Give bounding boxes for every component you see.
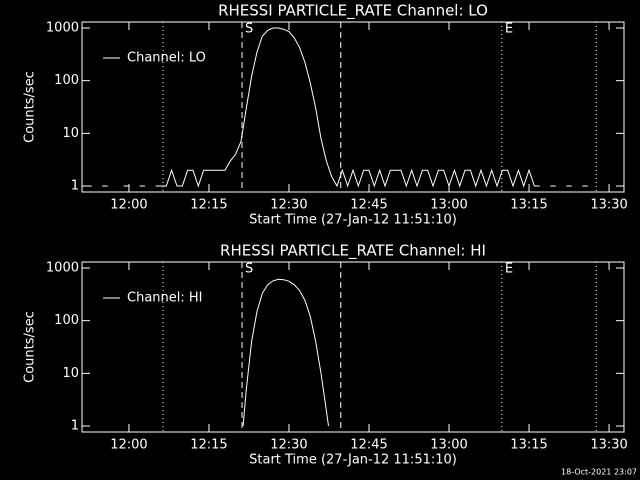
x-axis-label: Start Time (27-Jan-12 11:51:10) — [249, 213, 457, 228]
event-label: S — [245, 262, 253, 277]
x-tick-label: 13:00 — [430, 438, 467, 453]
event-label: E — [505, 262, 513, 277]
series-line — [86, 27, 588, 188]
x-tick-label: 12:45 — [350, 198, 387, 213]
timestamp: 18-Oct-2021 23:07 — [561, 468, 637, 477]
x-tick-label: 12:30 — [270, 198, 307, 213]
x-tick-label: 13:15 — [510, 438, 547, 453]
plot-frame — [81, 21, 625, 193]
x-tick-label: 12:30 — [270, 438, 307, 453]
x-tick-label: 12:15 — [190, 438, 227, 453]
x-tick-label: 13:30 — [590, 438, 627, 453]
x-tick-label: 13:00 — [430, 198, 467, 213]
x-tick-label: 13:15 — [510, 198, 547, 213]
x-tick-label: 12:00 — [110, 198, 147, 213]
y-tick-label: 1000 — [46, 261, 79, 276]
chart-title: RHESSI PARTICLE_RATE Channel: HI — [220, 242, 486, 261]
series-line — [242, 278, 329, 427]
y-tick-label: 1 — [71, 419, 79, 434]
y-tick-label: 100 — [54, 73, 79, 88]
y-tick-label: 1000 — [46, 21, 79, 36]
event-label: E — [505, 22, 513, 37]
y-tick-label: 100 — [54, 313, 79, 328]
legend-label: Channel: HI — [127, 291, 203, 306]
y-axis-label: Counts/sec — [23, 311, 38, 383]
y-axis-label: Counts/sec — [23, 71, 38, 143]
legend-label: Channel: LO — [127, 51, 206, 66]
x-tick-label: 12:45 — [350, 438, 387, 453]
y-tick-label: 10 — [62, 366, 79, 381]
plot-frame — [81, 261, 625, 433]
x-tick-label: 12:00 — [110, 438, 147, 453]
y-tick-label: 10 — [62, 126, 79, 141]
event-label: S — [245, 22, 253, 37]
y-tick-label: 1 — [71, 179, 79, 194]
x-axis-label: Start Time (27-Jan-12 11:51:10) — [249, 453, 457, 468]
chart-title: RHESSI PARTICLE_RATE Channel: LO — [218, 2, 488, 21]
x-tick-label: 13:30 — [590, 198, 627, 213]
x-tick-label: 12:15 — [190, 198, 227, 213]
